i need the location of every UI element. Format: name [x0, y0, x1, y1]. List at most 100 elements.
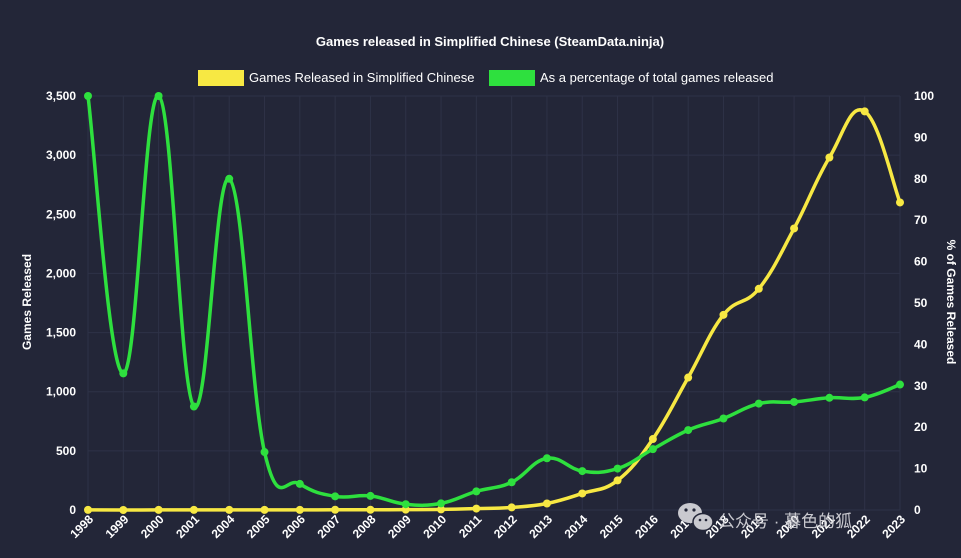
x-tick-label: 2014: [562, 512, 591, 541]
x-tick-label: 2023: [879, 512, 908, 541]
data-point[interactable]: [542, 499, 551, 508]
data-point[interactable]: [84, 505, 92, 514]
data-point[interactable]: [225, 505, 234, 514]
wechat-icon: [678, 503, 714, 532]
y2-tick-label: 80: [914, 172, 928, 186]
data-point[interactable]: [790, 224, 799, 233]
y2-tick-label: 30: [914, 379, 928, 393]
data-point[interactable]: [331, 505, 340, 514]
x-tick-label: 2011: [456, 512, 485, 541]
data-point[interactable]: [507, 478, 516, 487]
data-point[interactable]: [613, 476, 622, 485]
data-point[interactable]: [154, 505, 163, 514]
y2-tick-label: 40: [914, 337, 928, 351]
data-point[interactable]: [684, 373, 693, 382]
data-point[interactable]: [896, 198, 904, 207]
legend-swatch: [489, 70, 535, 86]
data-point[interactable]: [648, 445, 657, 454]
y2-tick-label: 20: [914, 420, 928, 434]
x-tick-label: 2010: [420, 512, 449, 541]
data-point[interactable]: [295, 505, 304, 514]
y-tick-label: 0: [69, 503, 76, 517]
y2-tick-label: 50: [914, 296, 928, 310]
data-point[interactable]: [578, 489, 587, 498]
legend-swatch: [198, 70, 244, 86]
data-point[interactable]: [366, 505, 375, 514]
data-point[interactable]: [295, 479, 304, 488]
data-point[interactable]: [437, 499, 446, 508]
data-point[interactable]: [225, 174, 234, 183]
data-point[interactable]: [366, 491, 375, 500]
data-point[interactable]: [472, 487, 481, 496]
watermark-text: 公众号 · 暮色的狐: [718, 512, 852, 531]
legend-item-games-released[interactable]: Games Released in Simplified Chinese: [198, 70, 474, 86]
data-point[interactable]: [896, 380, 904, 389]
grid: [87, 95, 901, 511]
x-tick-label: 2009: [385, 512, 414, 541]
data-point[interactable]: [119, 369, 128, 378]
y-tick-label: 500: [56, 444, 76, 458]
x-tick-label: 2007: [314, 512, 343, 541]
y-tick-label: 2,000: [46, 266, 76, 280]
y2-tick-label: 70: [914, 213, 928, 227]
data-point[interactable]: [719, 310, 728, 319]
watermark: 公众号 · 暮色的狐: [678, 503, 852, 532]
data-point[interactable]: [719, 414, 728, 423]
data-point[interactable]: [684, 426, 693, 435]
data-point[interactable]: [189, 402, 198, 411]
data-point[interactable]: [542, 454, 551, 463]
x-tick-label: 2001: [173, 512, 202, 541]
y-tick-label: 1,000: [46, 385, 76, 399]
x-tick-label: 1999: [103, 512, 132, 541]
data-point[interactable]: [754, 284, 763, 293]
series-percentage: [84, 92, 904, 509]
data-point[interactable]: [790, 397, 799, 406]
data-point[interactable]: [648, 435, 657, 444]
y-tick-label: 3,500: [46, 89, 76, 103]
data-point[interactable]: [578, 467, 587, 476]
right-axis: 0 10 20 30 40 50 60 70 80 90 100: [914, 89, 934, 517]
series-layer: [84, 92, 904, 514]
legend-label: As a percentage of total games released: [540, 70, 773, 85]
y-tick-label: 1,500: [46, 326, 76, 340]
y2-tick-label: 0: [914, 503, 921, 517]
data-point[interactable]: [860, 107, 869, 116]
y-axis-title: Games Released: [20, 254, 34, 350]
legend-label: Games Released in Simplified Chinese: [249, 70, 474, 85]
data-point[interactable]: [860, 393, 869, 402]
chart-title: Games released in Simplified Chinese (St…: [316, 34, 664, 49]
data-point[interactable]: [331, 492, 340, 501]
data-point[interactable]: [754, 399, 763, 408]
data-point[interactable]: [119, 506, 128, 514]
x-tick-label: 2006: [279, 512, 308, 541]
data-point[interactable]: [260, 448, 269, 457]
series-line: [86, 94, 902, 508]
legend: Games Released in Simplified Chinese As …: [198, 70, 773, 86]
x-tick-label: 2008: [350, 512, 379, 541]
y2-tick-label: 100: [914, 89, 934, 103]
data-point[interactable]: [825, 153, 834, 162]
left-axis: 0 500 1,000 1,500 2,000 2,500 3,000 3,500: [46, 89, 76, 517]
x-tick-label: 2015: [597, 512, 626, 541]
y2-axis-title: % of Games Released: [944, 240, 958, 365]
data-point[interactable]: [472, 504, 481, 513]
legend-item-percentage[interactable]: As a percentage of total games released: [489, 70, 773, 86]
x-tick-label: 2012: [491, 512, 520, 541]
x-tick-label: 2005: [244, 512, 273, 541]
y2-tick-label: 90: [914, 130, 928, 144]
data-point[interactable]: [260, 505, 269, 514]
y2-tick-label: 10: [914, 462, 928, 476]
data-point[interactable]: [401, 500, 410, 509]
data-point[interactable]: [825, 393, 834, 402]
y-tick-label: 2,500: [46, 207, 76, 221]
data-point[interactable]: [507, 503, 516, 512]
x-tick-label: 2000: [138, 512, 167, 541]
data-point[interactable]: [154, 92, 163, 100]
data-point[interactable]: [437, 505, 446, 514]
data-point[interactable]: [84, 92, 92, 100]
data-point[interactable]: [613, 464, 622, 473]
series-games-released: [84, 107, 904, 514]
data-point[interactable]: [189, 505, 198, 514]
y2-tick-label: 60: [914, 255, 928, 269]
